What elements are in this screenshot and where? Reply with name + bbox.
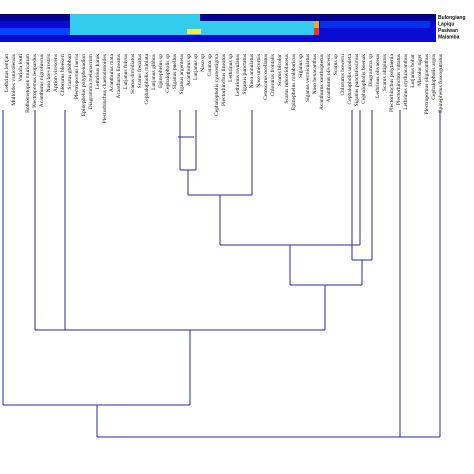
leaf-label: Naso unicornis <box>256 54 262 88</box>
leaf-label: Scarus sp <box>333 54 339 75</box>
leaf-label: Plectorhinchus vittatus <box>396 54 402 105</box>
leaf-label: Cephalopholis cyanostigma <box>214 53 220 116</box>
leaf-label: Lethrinus erythracanthus <box>403 54 409 110</box>
leaf-label: Siganus puellus <box>172 54 178 89</box>
leaf-label: Lethrinus olivaceus <box>375 54 381 98</box>
leaf-label: Cetoscarus ocellatus <box>263 54 269 100</box>
leaf-label: Mulloides vanicolensis <box>11 54 17 106</box>
leaf-label: Naso hexacanthus <box>312 54 318 95</box>
leaf-label: Naso annulatus <box>249 54 255 88</box>
leaf-label: Siganus argenteus <box>179 54 185 94</box>
leaf-label: Acanthurus lineatus <box>116 54 122 99</box>
leaf-label: Lutjanus bohar <box>410 54 416 88</box>
leaf-label: Epinephelus polyphekadion <box>81 54 87 116</box>
leaf-label: Cephalopholis sp <box>165 54 171 93</box>
leaf-label: Scarus bicolor <box>277 54 283 86</box>
heatmap-cells <box>70 14 200 35</box>
leaf-label: Epinephelus fuscoguttatus <box>437 54 444 113</box>
leaf-label: Scarus frenatus <box>136 54 143 88</box>
leaf-label: Plectorhinchus lineatus <box>221 54 227 106</box>
leaf-label: Plectropomus leopardus <box>32 54 38 108</box>
leaf-labels: Lethrinus lentjan Mulloides vanicolensis V… <box>4 53 444 123</box>
leaf-label: Lethrinus rivulatus <box>235 54 241 96</box>
leaf-label: Acanthurus olivaceus <box>326 54 332 102</box>
leaf-label: Plectorhinchus chaetodonoides <box>102 54 108 123</box>
leaf-label: Naso sp <box>200 54 206 72</box>
leaf-label: Macolor niger <box>417 54 423 86</box>
leaf-label: Acanthurus nigrofuscus <box>38 54 45 107</box>
heatmap <box>0 14 436 42</box>
leaf-label: Plectropomus laevis <box>74 54 80 99</box>
leaf-label: Acanthurus mata <box>109 53 115 92</box>
leaf-label: Cephalopholis argus <box>431 54 437 100</box>
leaf-label: Lutjanus gibbus <box>151 54 157 90</box>
leaf-label: Siganus sp <box>298 54 304 78</box>
leaf-label: Cephalopholis boenak <box>361 54 367 104</box>
leaf-label: Acanthurus sp <box>186 54 192 86</box>
leaf-label: Plectorhinchus polytaenia <box>389 53 395 111</box>
leaf-label: Bolbometopon muricatum <box>25 53 31 113</box>
leaf-label: Scarus ghobban <box>67 54 73 90</box>
leaf-label: Chlorurus bleekeri <box>60 54 66 96</box>
leaf-label: Plectropomus oligacanthus <box>424 54 430 114</box>
heatmap-row <box>0 14 436 21</box>
leaf-label: Lethrinus sp <box>228 54 234 82</box>
leaf-label: Scarus altipinnis <box>382 54 388 91</box>
leaf-label: Siganus vermiculatus <box>305 54 311 102</box>
leaf-label: Acanthurus xanthopterus <box>319 54 325 110</box>
leaf-label: Lethrinus harak <box>95 54 101 89</box>
leaf-label: Scarus dimidiatus <box>130 54 136 94</box>
leaf-label: Cephalopholis miniata <box>144 53 150 104</box>
leaf-label: Caranx sp <box>207 54 213 77</box>
leaf-label: Epinephelus malabaricus <box>291 54 297 110</box>
heatmap-cells <box>0 28 70 35</box>
leaf-label: Variola louti <box>18 54 24 82</box>
leaf-label: Aprion virescens <box>53 54 59 92</box>
dendrogram <box>2 110 441 438</box>
leaf-label: Lutjanus sp <box>193 54 199 80</box>
row-label: Bulongiang <box>438 15 466 21</box>
leaf-label: Siganus punctatus <box>242 54 248 95</box>
leaf-label: Diagramma melanacrum <box>88 53 94 109</box>
leaf-label: Cephalopholis urodeta <box>347 53 353 104</box>
leaf-label: Siganus punctatissimus <box>354 54 360 106</box>
heatmap-cell <box>187 29 201 34</box>
row-label: Malamba <box>438 35 460 41</box>
heatmap-cells <box>200 21 315 35</box>
leaf-label: Lutjanus fulvus <box>122 54 129 89</box>
leaf-label: Lethrinus lentjan <box>4 54 10 92</box>
heatmap-cell <box>314 21 319 28</box>
leaf-label: Diagramma sp <box>368 54 374 87</box>
heatmap-cell <box>314 28 319 35</box>
leaf-label: Naso brevirostris <box>46 54 52 92</box>
leaf-label: Chlorurus frontalis <box>269 54 276 96</box>
row-label: Lapiqu <box>438 22 454 28</box>
leaf-label: Epinephelus sp <box>158 54 164 88</box>
leaf-label: Chlorurus bowersi <box>340 54 346 96</box>
heatmap-cells <box>320 21 430 28</box>
row-label: Pasiwan <box>438 28 458 34</box>
leaf-label: Scarus rubroviolaceus <box>284 54 290 104</box>
